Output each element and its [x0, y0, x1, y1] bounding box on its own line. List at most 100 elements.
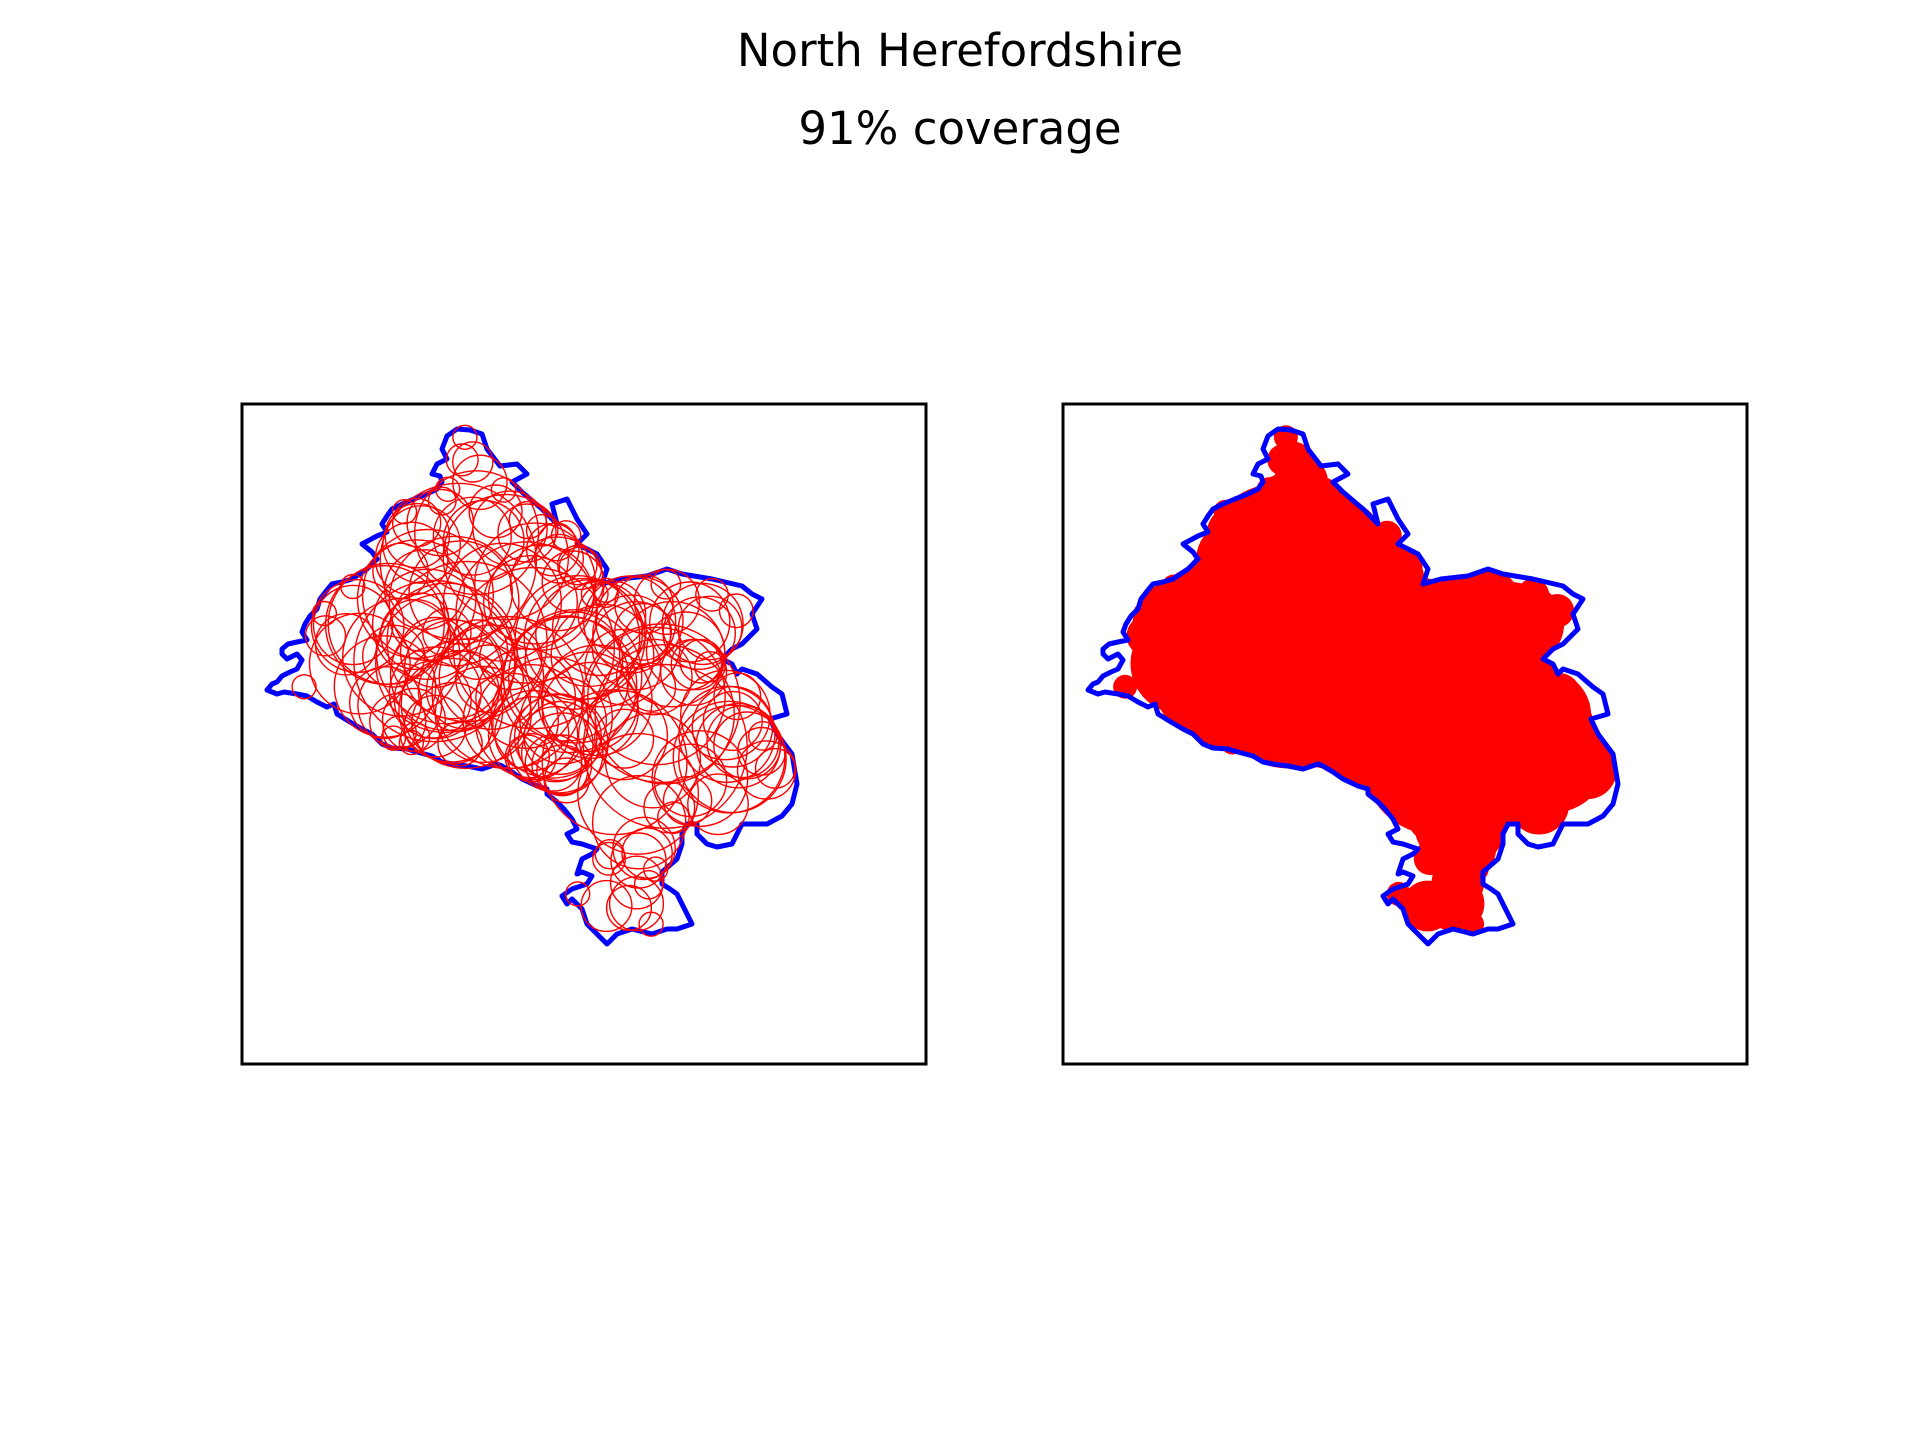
coverage-circle: [650, 568, 682, 600]
coverage-circle: [592, 594, 672, 674]
coverage-circle: [608, 876, 665, 932]
coverage-circle: [643, 781, 696, 834]
coverage-circle: [497, 503, 557, 563]
coverage-circle: [382, 505, 462, 584]
coverage-circle: [661, 582, 744, 666]
coverage-circle: [408, 540, 514, 645]
coverage-circle: [550, 520, 582, 551]
coverage-circle: [390, 592, 450, 652]
coverage-circle: [454, 644, 524, 714]
coverage-disc: [1221, 617, 1292, 688]
axes-frame: [1061, 402, 1749, 1066]
coverage-circle: [432, 496, 512, 576]
coverage-disc: [1443, 828, 1494, 879]
coverage-circle: [612, 816, 676, 881]
coverage-circle: [490, 656, 614, 779]
coverage-circle: [638, 911, 664, 937]
coverage-circle: [618, 600, 726, 708]
coverage-circle: [508, 500, 547, 540]
coverage-circle: [534, 533, 585, 584]
coverage-circle: [679, 669, 771, 761]
coverage-circle: [340, 573, 366, 600]
coverage-circle: [437, 720, 483, 767]
region-boundary: [264, 426, 800, 947]
coverage-circle: [614, 574, 674, 634]
coverage-circle: [451, 441, 494, 483]
coverage-circle: [333, 635, 437, 738]
coverage-circle: [442, 542, 563, 662]
coverage-circle: [677, 595, 743, 661]
coverage-circle: [614, 602, 673, 661]
coverage-circle: [452, 454, 508, 511]
coverage-circle: [478, 626, 543, 691]
coverage-circle: [348, 666, 422, 740]
region-boundary: [1085, 426, 1621, 947]
coverage-circle: [718, 593, 754, 629]
coverage-area: [1113, 425, 1617, 937]
coverage-circle: [399, 616, 472, 689]
coverage-circle: [523, 577, 646, 700]
coverage-circle: [455, 541, 598, 684]
coverage-disc: [1494, 701, 1606, 813]
coverage-circle: [494, 696, 570, 772]
coverage-circle: [487, 689, 579, 781]
coverage-circle: [580, 580, 609, 609]
coverage-disc: [1372, 520, 1402, 550]
coverage-circle: [400, 638, 532, 770]
coverage-circle: [633, 869, 664, 900]
coverage-circle: [577, 732, 700, 855]
coverage-circle: [310, 578, 405, 673]
coverage-circle: [748, 720, 778, 751]
coverage-disc: [1472, 569, 1502, 599]
axes-frame: [240, 402, 928, 1066]
coverage-circle: [417, 649, 500, 732]
coverage-circle: [414, 470, 540, 596]
coverage-circle: [592, 841, 627, 876]
coverage-circle: [513, 693, 602, 782]
coverage-circle: [656, 801, 690, 834]
coverage-circle: [398, 657, 504, 763]
circle-outlines-panel: [240, 402, 928, 1066]
coverage-circle: [687, 773, 749, 836]
coverage-circle: [507, 608, 643, 744]
coverage-circle: [702, 690, 763, 752]
coverage-circle: [610, 832, 667, 889]
coverage-circle: [487, 544, 595, 651]
coverage-circle: [452, 424, 478, 450]
coverage-circle: [672, 700, 786, 814]
coverage-circle: [565, 881, 591, 907]
coverage-circle: [615, 638, 693, 716]
coverage-circle: [582, 663, 748, 830]
coverage-circle: [308, 612, 411, 715]
coverage-circle: [422, 607, 472, 658]
coverage-circle: [541, 689, 688, 836]
coverage-circle: [577, 580, 647, 650]
coverage-circle: [391, 498, 418, 525]
coverage-disc: [1483, 583, 1565, 665]
coverage-circle: [524, 611, 624, 710]
coverage-circle: [660, 638, 728, 706]
coverage-circle: [434, 665, 533, 764]
coverage-circle: [356, 539, 477, 660]
coverage-circle: [651, 730, 749, 828]
coverage-disc: [1402, 880, 1453, 932]
coverage-circle: [311, 600, 338, 627]
figure-title: North Herefordshire: [736, 24, 1184, 77]
coverage-circle: [502, 615, 630, 742]
coverage-disc: [1130, 613, 1232, 714]
coverage-circle: [594, 708, 655, 769]
coverage-disc: [1330, 501, 1368, 539]
coverage-circle: [406, 488, 475, 557]
coverage-circle: [314, 612, 378, 676]
coverage-circle: [580, 879, 633, 933]
coverage-circle: [645, 611, 726, 691]
coverage-circle: [379, 598, 451, 670]
coverage-subtitle: 91% coverage: [798, 102, 1122, 155]
coverage-circle: [452, 566, 616, 730]
coverage-circle: [706, 705, 780, 779]
coverage-circle: [587, 626, 726, 766]
coverage-circle: [388, 535, 520, 667]
coverage-circle: [713, 672, 762, 721]
coverage-circle: [304, 615, 347, 657]
coverage-disc: [1324, 615, 1450, 741]
